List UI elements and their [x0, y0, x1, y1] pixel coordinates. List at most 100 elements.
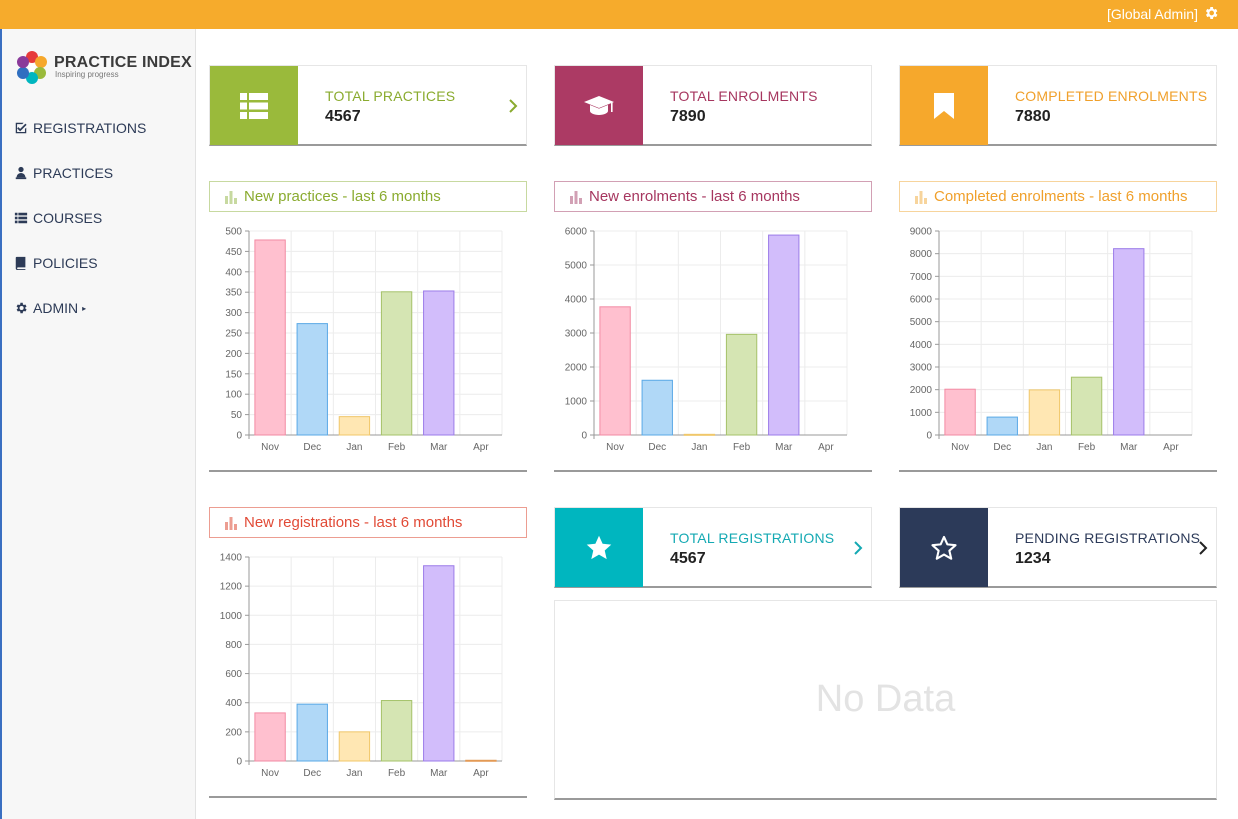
- sidebar-item-courses[interactable]: COURSES: [14, 208, 102, 228]
- bar-dec[interactable]: [296, 703, 328, 762]
- user-role-label[interactable]: [Global Admin]: [1106, 6, 1198, 22]
- y-tick-label: 2000: [910, 385, 933, 396]
- x-tick-label: Mar: [430, 768, 448, 779]
- graduation-cap-icon: [584, 95, 614, 115]
- y-tick-label: 450: [225, 247, 242, 258]
- check-square-icon: [15, 122, 27, 134]
- y-tick-label: 8000: [910, 249, 933, 260]
- y-tick-label: 9000: [910, 227, 933, 238]
- bar-nov[interactable]: [254, 239, 286, 436]
- x-tick-label: Jan: [691, 442, 707, 453]
- gear-icon[interactable]: [1203, 5, 1219, 21]
- y-tick-label: 50: [231, 410, 243, 421]
- y-tick-label: 600: [225, 669, 242, 680]
- stat-value: 4567: [325, 108, 361, 125]
- bar-jan[interactable]: [1028, 389, 1061, 436]
- person-icon: [15, 166, 27, 180]
- bar-mar[interactable]: [768, 234, 800, 436]
- top-bar: [Global Admin]: [0, 0, 1238, 29]
- chart-header: New enrolments - last 6 months: [554, 181, 872, 212]
- bar-nov[interactable]: [944, 388, 976, 436]
- stat-icon-box: [555, 66, 643, 145]
- x-tick-label: Dec: [303, 442, 321, 453]
- y-tick-label: 100: [225, 390, 242, 401]
- bar-jan[interactable]: [683, 433, 716, 436]
- stat-card-total-enrolments[interactable]: TOTAL ENROLMENTS 7890: [554, 65, 872, 146]
- caret-right-icon: ▸: [82, 303, 87, 313]
- bar-chart: 0 50 100 150 200 250 300 350 400 450 500 Nov Dec Jan F…: [225, 227, 503, 453]
- flower-logo-icon: [17, 51, 47, 84]
- bar-feb[interactable]: [1070, 376, 1103, 436]
- y-tick-label: 0: [236, 431, 242, 442]
- x-tick-label: Jan: [346, 768, 362, 779]
- x-tick-label: Jan: [1036, 442, 1052, 453]
- y-tick-label: 0: [581, 431, 587, 442]
- sidebar-item-label: POLICIES: [33, 255, 98, 271]
- y-tick-label: 4000: [910, 340, 933, 351]
- stat-label: TOTAL ENROLMENTS: [670, 88, 818, 104]
- stat-card-pending-registrations[interactable]: PENDING REGISTRATIONS 1234: [899, 507, 1217, 588]
- stat-value: 4567: [670, 550, 706, 567]
- chart-card-new-registrations: New registrations - last 6 months 0 200 40…: [209, 507, 527, 798]
- sidebar-item-admin[interactable]: ADMIN ▸: [14, 298, 86, 318]
- bar-apr[interactable]: [465, 759, 497, 762]
- chevron-right-icon[interactable]: [853, 540, 863, 556]
- sidebar-item-label: PRACTICES: [33, 165, 114, 181]
- bar-nov[interactable]: [254, 712, 286, 762]
- y-tick-label: 5000: [565, 261, 588, 272]
- y-tick-label: 1000: [565, 397, 588, 408]
- stat-value: 7880: [1015, 108, 1051, 125]
- bar-dec[interactable]: [986, 416, 1018, 436]
- y-tick-label: 5000: [910, 317, 933, 328]
- stat-card-total-registrations[interactable]: TOTAL REGISTRATIONS 4567: [554, 507, 872, 588]
- stat-icon-box: [900, 66, 988, 145]
- y-tick-label: 1000: [910, 408, 933, 419]
- y-tick-label: 2000: [565, 363, 588, 374]
- x-tick-label: Mar: [430, 442, 448, 453]
- x-tick-label: Nov: [951, 442, 969, 453]
- list-icon: [240, 92, 268, 119]
- brand-logo[interactable]: PRACTICE INDEX Inspiring progress: [14, 49, 194, 89]
- x-tick-label: Apr: [473, 768, 489, 779]
- x-tick-label: Feb: [733, 442, 751, 453]
- x-tick-label: Feb: [1078, 442, 1096, 453]
- bar-chart: 0 1000 2000 3000 4000 5000 6000 Nov Dec Jan Feb Mar…: [565, 227, 848, 453]
- bar-dec[interactable]: [641, 379, 673, 436]
- x-tick-label: Apr: [1163, 442, 1179, 453]
- x-tick-label: Mar: [1120, 442, 1138, 453]
- stat-value: 1234: [1015, 550, 1051, 567]
- bar-mar[interactable]: [1113, 248, 1145, 436]
- y-tick-label: 800: [225, 640, 242, 651]
- stat-card-completed-enrolments[interactable]: COMPLETED ENROLMENTS 7880: [899, 65, 1217, 146]
- bar-feb[interactable]: [725, 333, 758, 436]
- sidebar-item-practices[interactable]: PRACTICES: [14, 163, 113, 183]
- bar-feb[interactable]: [380, 291, 413, 436]
- y-tick-label: 300: [225, 308, 242, 319]
- bar-mar[interactable]: [423, 565, 455, 762]
- chart-header: New registrations - last 6 months: [209, 507, 527, 538]
- sidebar-item-policies[interactable]: POLICIES: [14, 253, 98, 273]
- y-tick-label: 0: [236, 757, 242, 768]
- chart-title: New practices - last 6 months: [244, 188, 441, 205]
- chevron-right-icon[interactable]: [508, 98, 518, 114]
- chevron-right-icon[interactable]: [1198, 540, 1208, 556]
- y-tick-label: 1400: [220, 553, 243, 564]
- stat-card-total-practices[interactable]: TOTAL PRACTICES 4567: [209, 65, 527, 146]
- bar-jan[interactable]: [338, 416, 371, 436]
- chart-title: New registrations - last 6 months: [244, 514, 463, 531]
- bar-feb[interactable]: [380, 700, 413, 762]
- y-tick-label: 350: [225, 288, 242, 299]
- bar-mar[interactable]: [423, 290, 455, 436]
- bar-jan[interactable]: [338, 731, 371, 762]
- chart-header: New practices - last 6 months: [209, 181, 527, 212]
- sidebar-item-registrations[interactable]: REGISTRATIONS: [14, 118, 146, 138]
- chart-title: Completed enrolments - last 6 months: [934, 188, 1188, 205]
- y-tick-label: 400: [225, 698, 242, 709]
- y-tick-label: 1200: [220, 582, 243, 593]
- bar-chart: 0 200 400 600 800 1000 1200 1400 Nov Dec Jan Feb Mar…: [220, 553, 503, 779]
- bar-nov[interactable]: [599, 306, 631, 436]
- y-tick-label: 1000: [220, 611, 243, 622]
- y-tick-label: 200: [225, 727, 242, 738]
- bar-dec[interactable]: [296, 323, 328, 436]
- stat-icon-box: [210, 66, 298, 145]
